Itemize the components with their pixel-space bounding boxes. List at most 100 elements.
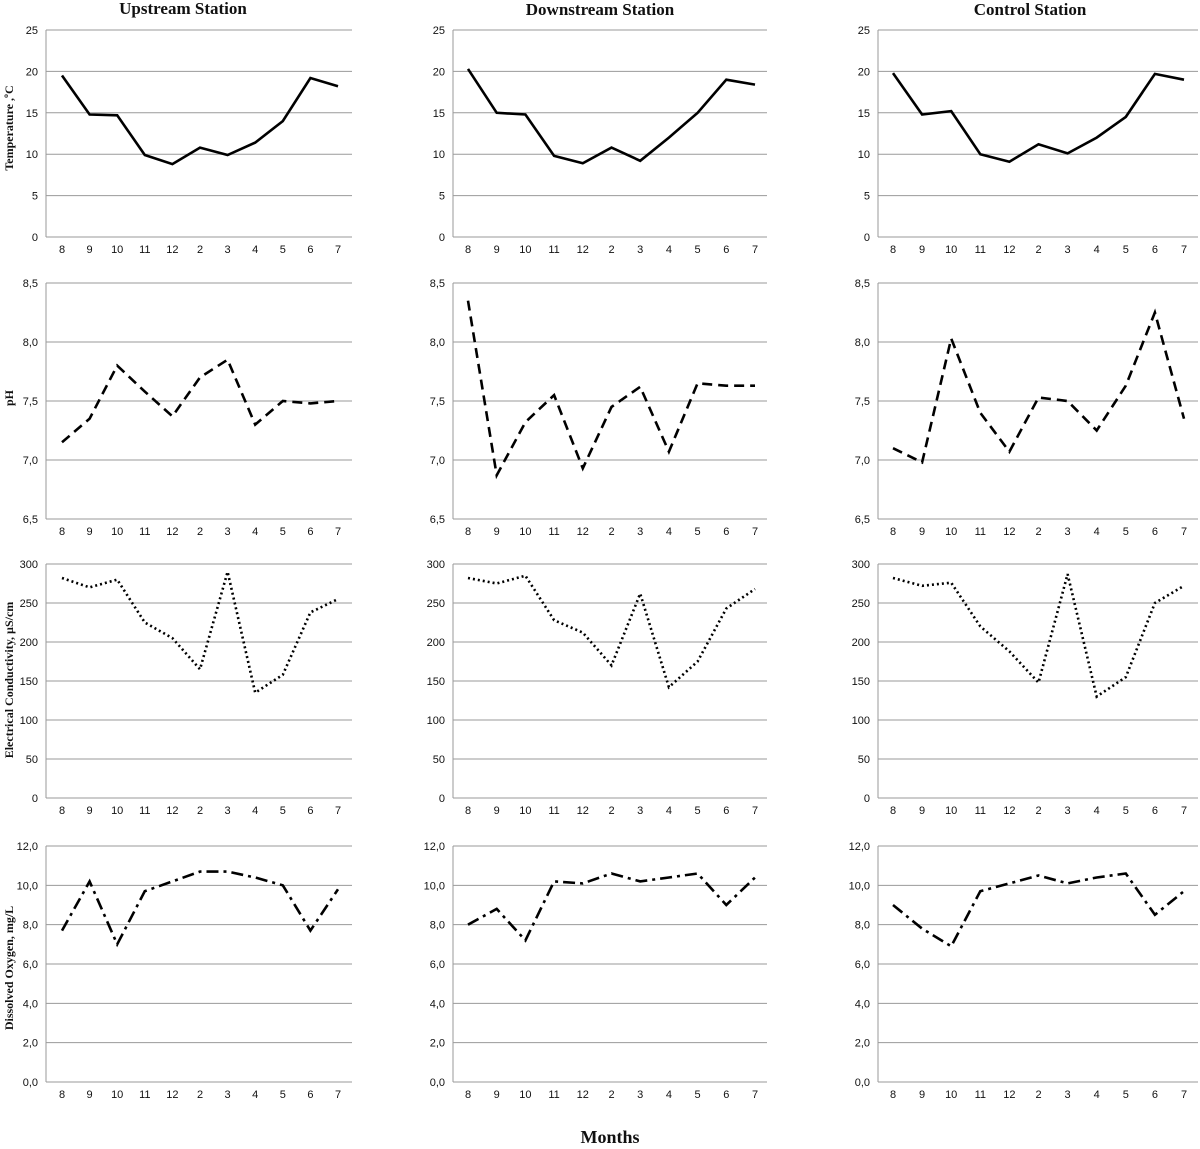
y-tick-label: 20 xyxy=(26,66,38,78)
panel-dissolved-oxygen-control: 0,0 2,0 4,0 6,0 8,0 10,0 12,0 8 9 10 11 12 2 3 4 5 6 7 xyxy=(849,841,1198,1101)
x-tick-label: 5 xyxy=(695,244,701,256)
y-tick-label: 12,0 xyxy=(849,841,870,853)
x-tick-label: 7 xyxy=(752,244,758,256)
x-tick-label: 9 xyxy=(494,526,500,538)
y-tick-label: 10,0 xyxy=(17,880,38,892)
y-tick-label: 0 xyxy=(439,793,445,805)
x-tick-label: 5 xyxy=(280,805,286,817)
y-tick-label: 200 xyxy=(427,637,445,649)
x-tick-label: 7 xyxy=(752,526,758,538)
x-tick-label: 4 xyxy=(252,526,258,538)
x-tick-label: 6 xyxy=(307,805,313,817)
y-tick-label: 8,0 xyxy=(23,337,38,349)
y-tick-label: 4,0 xyxy=(855,998,870,1010)
y-tick-label: 25 xyxy=(858,25,870,37)
x-tick-label: 11 xyxy=(548,526,559,538)
y-tick-label: 100 xyxy=(852,715,870,727)
y-tick-label: 200 xyxy=(852,637,870,649)
x-tick-label: 2 xyxy=(1035,526,1041,538)
series-line xyxy=(60,74,339,166)
x-tick-label: 7 xyxy=(1181,805,1187,817)
x-tick-label: 3 xyxy=(1065,1089,1071,1101)
x-tick-label: 12 xyxy=(166,1089,178,1101)
y-tick-label: 8,0 xyxy=(23,920,38,932)
row-label-dissolved-oxygen: Dissolved Oxygen, mg/L xyxy=(2,906,16,1030)
x-tick-label: 6 xyxy=(1152,805,1158,817)
y-tick-label: 5 xyxy=(32,191,38,203)
panel-conductivity-control: 0 50 100 150 200 250 300 8 9 10 11 12 2 3 4 5 6 7 xyxy=(852,559,1198,817)
x-tick-label: 4 xyxy=(252,1089,258,1101)
x-tick-label: 6 xyxy=(1152,1089,1158,1101)
x-tick-label: 11 xyxy=(548,1089,559,1101)
x-tick-label: 5 xyxy=(695,526,701,538)
panel-ph-upstream: 6,5 7,0 7,5 8,0 8,5 8 9 10 11 12 2 3 4 5 6 7 xyxy=(23,278,352,538)
x-tick-label: 8 xyxy=(890,805,896,817)
series-line xyxy=(466,68,756,165)
x-tick-label: 6 xyxy=(723,805,729,817)
y-tick-label: 0,0 xyxy=(430,1077,445,1089)
x-tick-label: 3 xyxy=(225,526,231,538)
x-tick-label: 6 xyxy=(723,244,729,256)
x-tick-label: 4 xyxy=(252,244,258,256)
x-tick-label: 12 xyxy=(577,526,589,538)
y-tick-label: 15 xyxy=(26,108,38,120)
x-tick-label: 3 xyxy=(637,244,643,256)
x-tick-label: 7 xyxy=(335,244,341,256)
y-tick-label: 50 xyxy=(26,754,38,766)
y-tick-label: 6,0 xyxy=(23,959,38,971)
x-tick-label: 11 xyxy=(975,1089,986,1101)
x-tick-label: 5 xyxy=(280,1089,286,1101)
x-tick-label: 8 xyxy=(890,244,896,256)
x-tick-label: 7 xyxy=(1181,526,1187,538)
x-tick-label: 2 xyxy=(197,244,203,256)
x-tick-label: 11 xyxy=(139,1089,150,1101)
y-tick-label: 20 xyxy=(433,66,445,78)
y-tick-label: 6,0 xyxy=(430,959,445,971)
y-tick-label: 150 xyxy=(20,676,38,688)
x-tick-label: 7 xyxy=(752,805,758,817)
y-tick-label: 6,5 xyxy=(23,514,38,526)
y-tick-label: 300 xyxy=(20,559,38,571)
x-tick-label: 10 xyxy=(519,805,531,817)
x-tick-label: 10 xyxy=(945,805,957,817)
x-tick-label: 5 xyxy=(1123,1089,1129,1101)
x-tick-label: 4 xyxy=(666,526,672,538)
x-tick-label: 7 xyxy=(335,1089,341,1101)
x-tick-label: 2 xyxy=(608,526,614,538)
y-tick-label: 5 xyxy=(439,191,445,203)
x-tick-label: 8 xyxy=(465,1089,471,1101)
series-line xyxy=(891,72,1185,164)
x-tick-label: 5 xyxy=(695,1089,701,1101)
y-tick-label: 2,0 xyxy=(23,1038,38,1050)
y-tick-label: 250 xyxy=(852,598,870,610)
x-tick-label: 9 xyxy=(919,805,925,817)
y-tick-label: 8,0 xyxy=(430,337,445,349)
x-tick-label: 10 xyxy=(111,526,123,538)
series-line xyxy=(60,870,340,948)
x-tick-label: 11 xyxy=(975,526,986,538)
series-line xyxy=(467,574,756,690)
x-tick-label: 10 xyxy=(945,244,957,256)
y-tick-label: 8,0 xyxy=(855,337,870,349)
x-tick-label: 12 xyxy=(577,1089,589,1101)
y-tick-label: 2,0 xyxy=(855,1038,870,1050)
y-tick-label: 150 xyxy=(852,676,870,688)
x-tick-label: 7 xyxy=(752,1089,758,1101)
x-tick-label: 2 xyxy=(1035,1089,1041,1101)
x-tick-label: 3 xyxy=(637,805,643,817)
x-tick-label: 3 xyxy=(225,1089,231,1101)
y-tick-label: 300 xyxy=(852,559,870,571)
y-tick-label: 15 xyxy=(433,108,445,120)
y-tick-label: 200 xyxy=(20,637,38,649)
x-tick-label: 10 xyxy=(111,1089,123,1101)
x-tick-label: 2 xyxy=(608,805,614,817)
x-tick-label: 6 xyxy=(307,526,313,538)
panel-conductivity-downstream: 0 50 100 150 200 250 300 8 9 10 11 12 2 3 4 5 6 7 xyxy=(427,559,767,817)
x-tick-label: 6 xyxy=(1152,526,1158,538)
series-line xyxy=(892,872,1185,949)
x-tick-label: 12 xyxy=(577,805,589,817)
x-tick-label: 4 xyxy=(1094,1089,1100,1101)
x-tick-label: 4 xyxy=(1094,526,1100,538)
panel-ph-control: 6,5 7,0 7,5 8,0 8,5 8 9 10 11 12 2 3 4 5 6 7 xyxy=(855,278,1198,538)
x-tick-label: 2 xyxy=(197,805,203,817)
